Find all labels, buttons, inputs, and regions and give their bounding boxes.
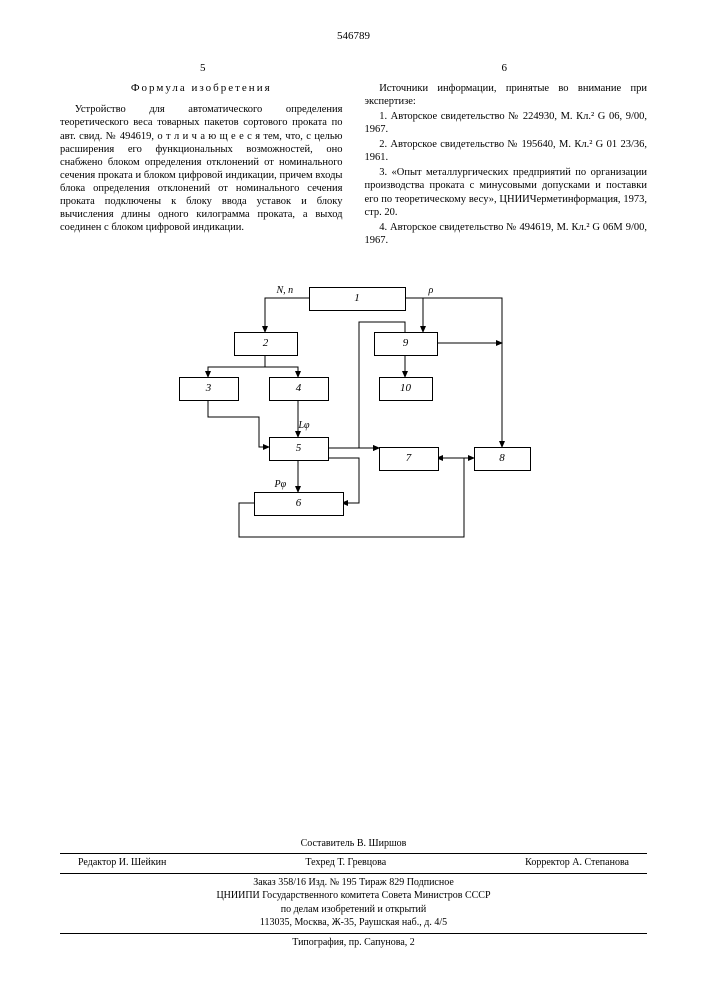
node-7: 7 [379, 447, 439, 471]
node-10: 10 [379, 377, 433, 401]
diagram-label: Lφ [299, 420, 310, 433]
node-4: 4 [269, 377, 329, 401]
order-line: Заказ 358/16 Изд. № 195 Тираж 829 Подпис… [60, 877, 647, 890]
refs-title: Источники информации, принятые во вниман… [365, 82, 648, 108]
diagram-label: ρ [429, 285, 434, 298]
block-diagram: 12 3 4 5 6 7 8 9 10 N, n ρ Lφ Pφ [179, 287, 529, 547]
address-line: 113035, Москва, Ж-35, Раушская наб., д. … [60, 917, 647, 930]
node-6: 6 [254, 492, 344, 516]
node-2: 2 [234, 332, 298, 356]
diagram-label: N, n [277, 285, 294, 298]
node-3: 3 [179, 377, 239, 401]
diagram-label: Pφ [275, 479, 287, 492]
node-5: 5 [269, 437, 329, 461]
corrector: Корректор А. Степанова [525, 857, 629, 870]
col-num-left: 5 [200, 62, 206, 76]
claim-text: Устройство для автоматического определен… [60, 103, 343, 234]
node-9: 9 [374, 332, 438, 356]
node-8: 8 [474, 447, 531, 471]
text-columns: Формула изобретения Устройство для автом… [60, 82, 647, 248]
org-line-2: по делам изобретений и открытий [60, 904, 647, 917]
node-1: 1 [309, 287, 406, 311]
ref-2: 2. Авторское свидетельство № 195640, М. … [365, 138, 648, 164]
compiler: Составитель В. Ширшов [60, 838, 647, 851]
editor: Редактор И. Шейкин [78, 857, 166, 870]
col-num-right: 6 [502, 62, 508, 76]
typography-line: Типография, пр. Сапунова, 2 [60, 937, 647, 950]
patent-number: 546789 [60, 30, 647, 44]
ref-1: 1. Авторское свидетельство № 224930, М. … [365, 110, 648, 136]
org-line-1: ЦНИИПИ Государственного комитета Совета … [60, 890, 647, 903]
diagram-wires [179, 287, 529, 547]
tech-editor: Техред Т. Гревцова [305, 857, 386, 870]
column-numbers: 5 6 [60, 62, 647, 76]
ref-3: 3. «Опыт металлургических предприятий по… [365, 166, 648, 219]
claims-title: Формула изобретения [60, 82, 343, 96]
imprint-footer: Составитель В. Ширшов Редактор И. Шейкин… [60, 837, 647, 951]
ref-4: 4. Авторское свидетельство № 494619, М. … [365, 221, 648, 247]
